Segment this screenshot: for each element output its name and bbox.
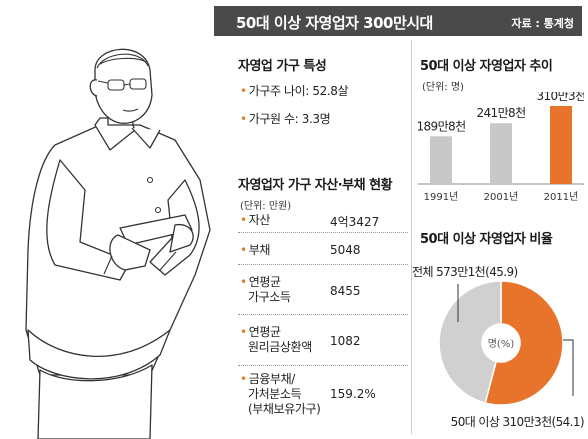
- bar-chart: 189만8천 1991년 241만8천 2001년 310만3천 2011년: [418, 92, 584, 203]
- bar-chart-title: 50대 이상 자영업자 추이: [420, 59, 553, 74]
- chef-illustration: [25, 48, 211, 439]
- page-title: 50대 이상 자영업자 300만시대: [236, 14, 433, 32]
- household-traits-heading: 자영업 가구 특성: [238, 59, 327, 74]
- bullet-icon: •: [240, 275, 247, 289]
- asset-row-label: • 자산: [240, 213, 270, 227]
- bar-category-label: 2001년: [484, 191, 519, 203]
- bullet-icon: •: [240, 372, 247, 386]
- asset-row-value: 4억3427: [330, 215, 380, 229]
- title-bar: 50대 이상 자영업자 300만시대 자료 : 통계청: [214, 6, 582, 36]
- pie-chart: 명(%) 전체 573만1천(45.9) 50대 이상 310만3천(54.1): [412, 264, 585, 429]
- bar-chart-unit: (단위: 명): [422, 82, 464, 93]
- bullet-icon: •: [240, 325, 247, 339]
- pie-slice: [484, 280, 564, 406]
- bar-category-label: 1991년: [424, 191, 459, 203]
- bar: [550, 106, 572, 184]
- asset-row-label: • 연평균 가구소득: [240, 275, 291, 304]
- household-trait-item: • 가구원 수: 3.3명: [240, 112, 331, 126]
- pie-slice-label: 50대 이상 310만3천(54.1): [451, 414, 584, 429]
- asset-row-label: • 부채: [240, 243, 270, 257]
- bullet-icon: •: [240, 84, 247, 98]
- divider-line: [238, 232, 408, 233]
- bar: [490, 123, 512, 184]
- assets-heading: 자영업자 가구 자산·부채 현황: [238, 178, 393, 193]
- bar-category-label: 2011년: [544, 191, 579, 203]
- asset-row-value: 1082: [330, 334, 361, 348]
- pie-center-label: 명(%): [488, 338, 515, 350]
- column-divider: [411, 40, 412, 434]
- asset-row-value: 8455: [330, 284, 361, 298]
- asset-row-label: • 연평균 원리금상환액: [240, 325, 312, 354]
- divider-line: [238, 314, 408, 315]
- bar-value-label: 310만3천: [536, 92, 584, 103]
- bar-value-label: 241만8천: [476, 105, 525, 120]
- asset-row-label: • 금융부채/가처분소득 (부채보유가구): [240, 372, 321, 416]
- pie-chart-title: 50대 이상 자영업자 비율: [420, 232, 553, 247]
- divider-line: [238, 264, 408, 265]
- pie-leader-line: [563, 339, 574, 396]
- bullet-icon: •: [240, 243, 247, 257]
- bullet-icon: •: [240, 213, 247, 227]
- assets-unit: (단위: 만원): [240, 201, 292, 212]
- bar-value-label: 189만8천: [418, 118, 466, 133]
- bar: [430, 136, 452, 184]
- household-trait-item: • 가구주 나이: 52.8살: [240, 84, 349, 98]
- asset-row-value: 5048: [330, 243, 361, 257]
- source-label: 자료 : 통계청: [511, 17, 574, 30]
- bullet-icon: •: [240, 112, 247, 126]
- pie-slice-label: 전체 573만1천(45.9): [412, 264, 518, 279]
- pie-slice: [438, 280, 502, 404]
- asset-row-value: 159.2%: [330, 387, 376, 401]
- divider-line: [238, 365, 408, 366]
